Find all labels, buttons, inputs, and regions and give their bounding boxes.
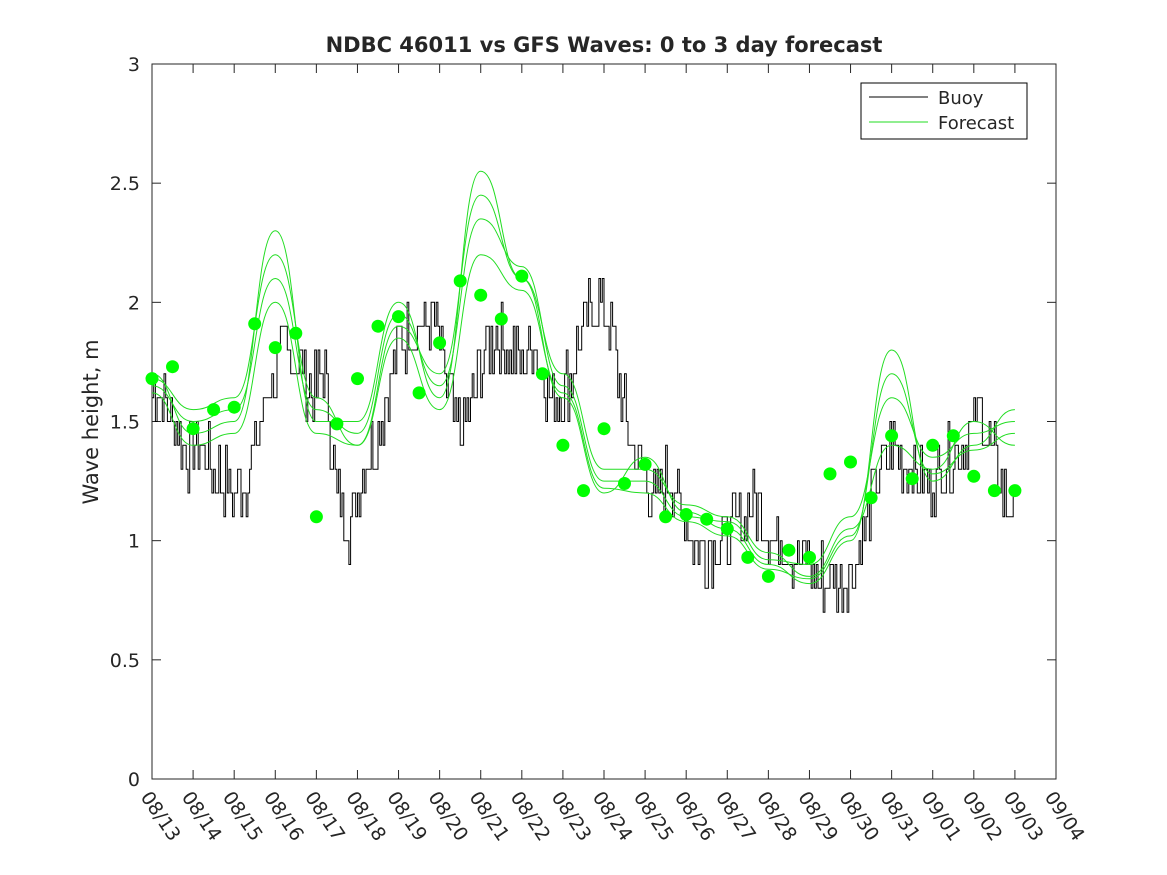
forecast-series-line (152, 194, 1015, 577)
y-tick-label: 2 (128, 292, 140, 314)
forecast-point (844, 455, 857, 469)
forecast-point (967, 469, 981, 483)
forecast-point (1008, 484, 1022, 498)
forecast-series-line (152, 254, 1015, 580)
legend-buoy-label: Buoy (938, 88, 984, 109)
forecast-point (823, 467, 837, 481)
forecast-point (782, 543, 796, 557)
forecast-point (474, 288, 488, 302)
forecast-point (453, 274, 467, 288)
forecast-point (803, 550, 816, 564)
forecast-point (494, 312, 508, 326)
forecast-point (309, 510, 323, 524)
forecast-point (371, 319, 385, 333)
forecast-point (145, 372, 159, 386)
forecast-point (597, 422, 611, 436)
forecast-point (392, 310, 405, 324)
legend-forecast-label: Forecast (938, 113, 1014, 134)
forecast-point (577, 484, 590, 498)
forecast-point (556, 438, 570, 452)
forecast-point (268, 341, 282, 355)
forecast-point (946, 429, 960, 443)
forecast-point (761, 569, 775, 583)
forecast-point (926, 438, 940, 452)
forecast-point (700, 512, 714, 526)
forecast-point (905, 472, 919, 486)
forecast-point (289, 326, 303, 340)
legend: Buoy Forecast (860, 82, 1028, 140)
forecast-point (535, 367, 549, 381)
forecast-point (412, 386, 426, 400)
forecast-point (186, 422, 200, 436)
legend-box (860, 82, 1028, 140)
y-tick-label: 3 (128, 54, 140, 76)
forecast-point (679, 508, 693, 521)
forecast-point (885, 429, 899, 443)
forecast-point (618, 477, 631, 490)
y-tick-label: 2.5 (110, 173, 140, 195)
chart-title: NDBC 46011 vs GFS Waves: 0 to 3 day fore… (326, 33, 883, 57)
y-tick-label: 0 (128, 769, 140, 791)
forecast-point (227, 400, 241, 414)
forecast-point (330, 417, 344, 431)
forecast-point (166, 360, 179, 374)
y-tick-label: 0.5 (110, 650, 140, 672)
forecast-point (720, 522, 734, 536)
axes-box (151, 63, 1057, 780)
y-axis-label: Wave height, m (79, 339, 103, 504)
forecast-point (864, 491, 878, 505)
forecast-point (638, 457, 652, 471)
forecast-point (433, 336, 447, 350)
forecast-point (741, 550, 755, 564)
forecast-point (515, 269, 529, 283)
forecast-point (659, 510, 673, 524)
forecast-point (207, 403, 221, 417)
y-tick-label: 1 (128, 531, 140, 553)
forecast-point (351, 372, 364, 386)
y-tick-label: 1.5 (110, 412, 140, 434)
forecast-point (987, 484, 1001, 498)
forecast-point (248, 317, 262, 331)
plot-area: 00.511.522.5308/1308/1408/1508/1608/1708… (110, 54, 1089, 845)
